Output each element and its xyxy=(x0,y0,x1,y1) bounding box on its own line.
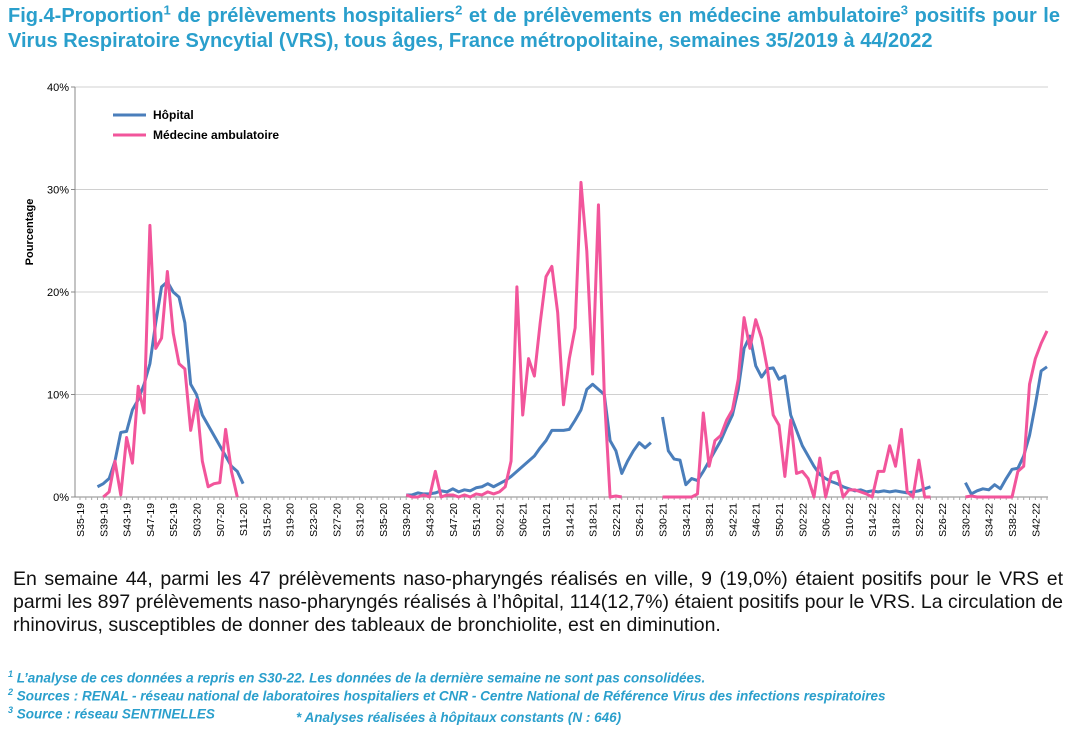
x-tick-label: S47-19 xyxy=(145,503,157,537)
paragraph: En semaine 44, parmi les 47 prélèvements… xyxy=(13,568,1063,636)
x-tick-label: S38-22 xyxy=(1007,503,1019,537)
x-tick-label: S10-22 xyxy=(844,503,856,537)
x-tick-label: S26-21 xyxy=(634,503,646,537)
series-line xyxy=(406,382,652,497)
y-tick-label: 10% xyxy=(47,390,69,402)
x-tick-label: S30-22 xyxy=(960,503,972,537)
series-line xyxy=(965,330,1049,499)
x-tick-label: S23-20 xyxy=(308,503,320,537)
x-tick-label: S02-22 xyxy=(797,503,809,537)
x-tick-label: S51-20 xyxy=(471,503,483,537)
x-tick-label: S10-21 xyxy=(541,503,553,537)
x-tick-label: S06-21 xyxy=(518,503,530,537)
legend-label: Médecine ambulatoire xyxy=(153,128,279,142)
x-tick-label: S35-20 xyxy=(378,503,390,537)
x-tick-label: S14-22 xyxy=(867,503,879,537)
title-text: de prélèvements hospitaliers xyxy=(170,5,456,27)
x-tick-label: S35-19 xyxy=(75,503,87,537)
footnote-text: Sources : RENAL - réseau national de lab… xyxy=(13,688,886,704)
title-text: Fig.4-Proportion xyxy=(8,5,164,27)
x-tick-label: S15-20 xyxy=(261,503,273,537)
footnote-text: Source : réseau SENTINELLES xyxy=(13,706,215,722)
x-tick-label: S31-20 xyxy=(355,503,367,537)
chart-title: Fig.4-Proportion1 de prélèvements hospit… xyxy=(8,2,1060,54)
footnote-note: 2 xyxy=(8,687,14,697)
series-line xyxy=(661,334,931,495)
x-tick-label: S22-22 xyxy=(914,503,926,537)
x-tick-label: S06-22 xyxy=(821,503,833,537)
chart: 0% 10% 20% 30% 40% Pourcentage S35-19 S39-19 S43… xyxy=(24,82,1049,537)
x-tick-label: S39-20 xyxy=(401,503,413,537)
x-tick-label: S26-22 xyxy=(937,503,949,537)
x-tick-label: S18-22 xyxy=(891,503,903,537)
footnote: 1 L’analyse de ces données a repris en S… xyxy=(8,669,705,686)
remark: * Analyses réalisées à hôpitaux constant… xyxy=(296,710,622,725)
footnote-note: 3 xyxy=(8,705,14,715)
y-tick-label: 20% xyxy=(47,287,69,299)
series-line xyxy=(102,223,239,499)
x-tick-label: S30-21 xyxy=(658,503,670,537)
y-tick-label: 40% xyxy=(47,82,69,94)
series-line xyxy=(405,180,623,499)
x-tick-label: S43-20 xyxy=(425,503,437,537)
y-tick-label: 30% xyxy=(47,185,69,197)
series-line xyxy=(662,316,931,499)
series-line xyxy=(964,365,1048,496)
x-tick-label: S42-22 xyxy=(1030,503,1042,537)
footnote: 3 Source : réseau SENTINELLES xyxy=(8,705,215,722)
x-tick-label: S22-21 xyxy=(611,503,623,537)
x-tick-label: S38-21 xyxy=(704,503,716,537)
x-tick-label: S42-21 xyxy=(727,503,739,537)
y-axis-label: Pourcentage xyxy=(24,199,36,266)
x-tick-label: S50-21 xyxy=(774,503,786,537)
x-tick-label: S03-20 xyxy=(192,503,204,537)
title-text: positifs pour le Virus Respiratoire Sync… xyxy=(8,5,1060,52)
title-text: et de prélèvements en médecine ambulatoi… xyxy=(462,5,901,27)
x-tick-label: S34-21 xyxy=(681,503,693,537)
x-tick-label: S18-21 xyxy=(588,503,600,537)
x-tick-label: S47-20 xyxy=(448,503,460,537)
x-tick-label: S34-22 xyxy=(984,503,996,537)
title-note: 2 xyxy=(455,2,463,18)
x-tick-label: S19-20 xyxy=(285,503,297,537)
footnote: 2 Sources : RENAL - réseau national de l… xyxy=(8,687,886,704)
x-tick-label: S43-19 xyxy=(122,503,134,537)
x-tick-label: S39-19 xyxy=(98,503,110,537)
x-tick-label: S27-20 xyxy=(331,503,343,537)
x-tick-label: S11-20 xyxy=(238,503,250,536)
x-tick-label: S46-21 xyxy=(751,503,763,537)
footnote-note: 1 xyxy=(8,669,14,679)
title-note: 1 xyxy=(163,2,171,18)
legend-label: Hôpital xyxy=(153,108,194,122)
y-tick-label: 0% xyxy=(53,492,69,504)
x-tick-label: S14-21 xyxy=(564,503,576,537)
x-tick-label: S52-19 xyxy=(168,503,180,537)
x-tick-label: S07-20 xyxy=(215,503,227,537)
title-note: 3 xyxy=(900,2,909,18)
footnote-text: L’analyse de ces données a repris en S30… xyxy=(13,670,706,686)
x-tick-label: S02-21 xyxy=(494,503,506,537)
